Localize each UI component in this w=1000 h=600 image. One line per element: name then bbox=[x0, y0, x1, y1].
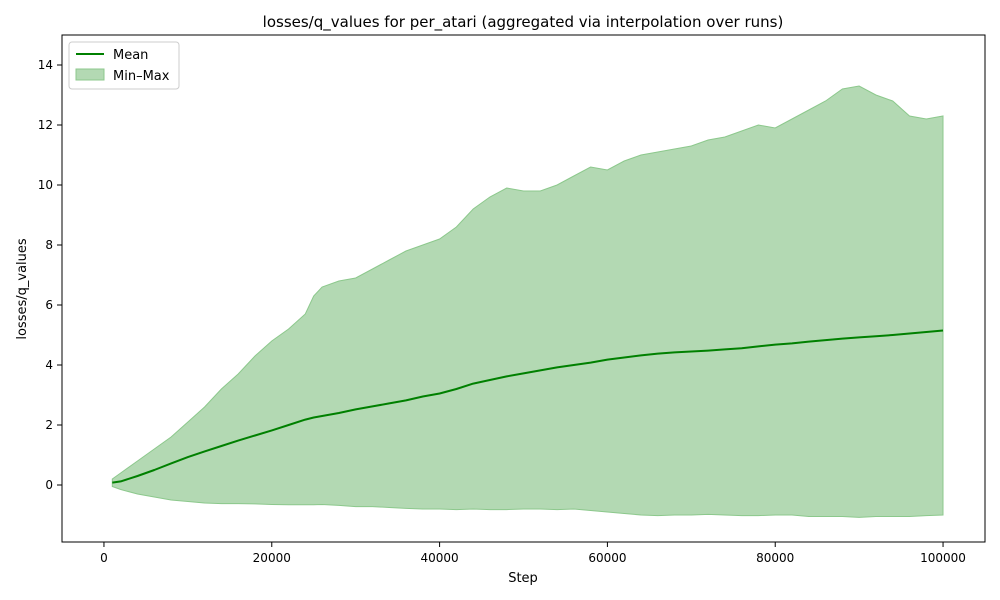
x-axis-ticks: 0 20000 40000 60000 80000 100000 bbox=[100, 542, 966, 565]
y-tick-label: 0 bbox=[45, 478, 53, 492]
y-tick-label: 6 bbox=[45, 298, 53, 312]
y-tick-label: 4 bbox=[45, 358, 53, 372]
legend-min-max-label: Min–Max bbox=[113, 69, 170, 84]
chart-title: losses/q_values for per_atari (aggregate… bbox=[263, 13, 784, 32]
mean-line bbox=[112, 329, 944, 484]
y-axis-label: losses/q_values bbox=[15, 238, 30, 340]
min-max-band-layer bbox=[111, 85, 944, 518]
min-max-band bbox=[111, 85, 944, 518]
y-tick-label: 8 bbox=[45, 238, 53, 252]
legend-min-max-swatch bbox=[75, 68, 105, 81]
x-tick-label: 60000 bbox=[588, 551, 626, 565]
legend-mean-label: Mean bbox=[113, 48, 148, 63]
y-tick-label: 12 bbox=[38, 118, 53, 132]
x-tick-label: 80000 bbox=[756, 551, 794, 565]
x-tick-label: 0 bbox=[100, 551, 108, 565]
x-tick-label: 20000 bbox=[253, 551, 291, 565]
x-tick-label: 40000 bbox=[420, 551, 458, 565]
x-tick-label: 100000 bbox=[920, 551, 966, 565]
legend: Mean Min–Max bbox=[68, 41, 180, 90]
y-axis-ticks: 0 2 4 6 8 10 12 14 bbox=[38, 58, 62, 492]
x-axis-label: Step bbox=[508, 571, 538, 586]
y-tick-label: 2 bbox=[45, 418, 53, 432]
y-tick-label: 10 bbox=[38, 178, 53, 192]
plot-frame bbox=[61, 34, 986, 543]
y-tick-label: 14 bbox=[38, 58, 53, 72]
mean-line-layer bbox=[112, 329, 944, 484]
